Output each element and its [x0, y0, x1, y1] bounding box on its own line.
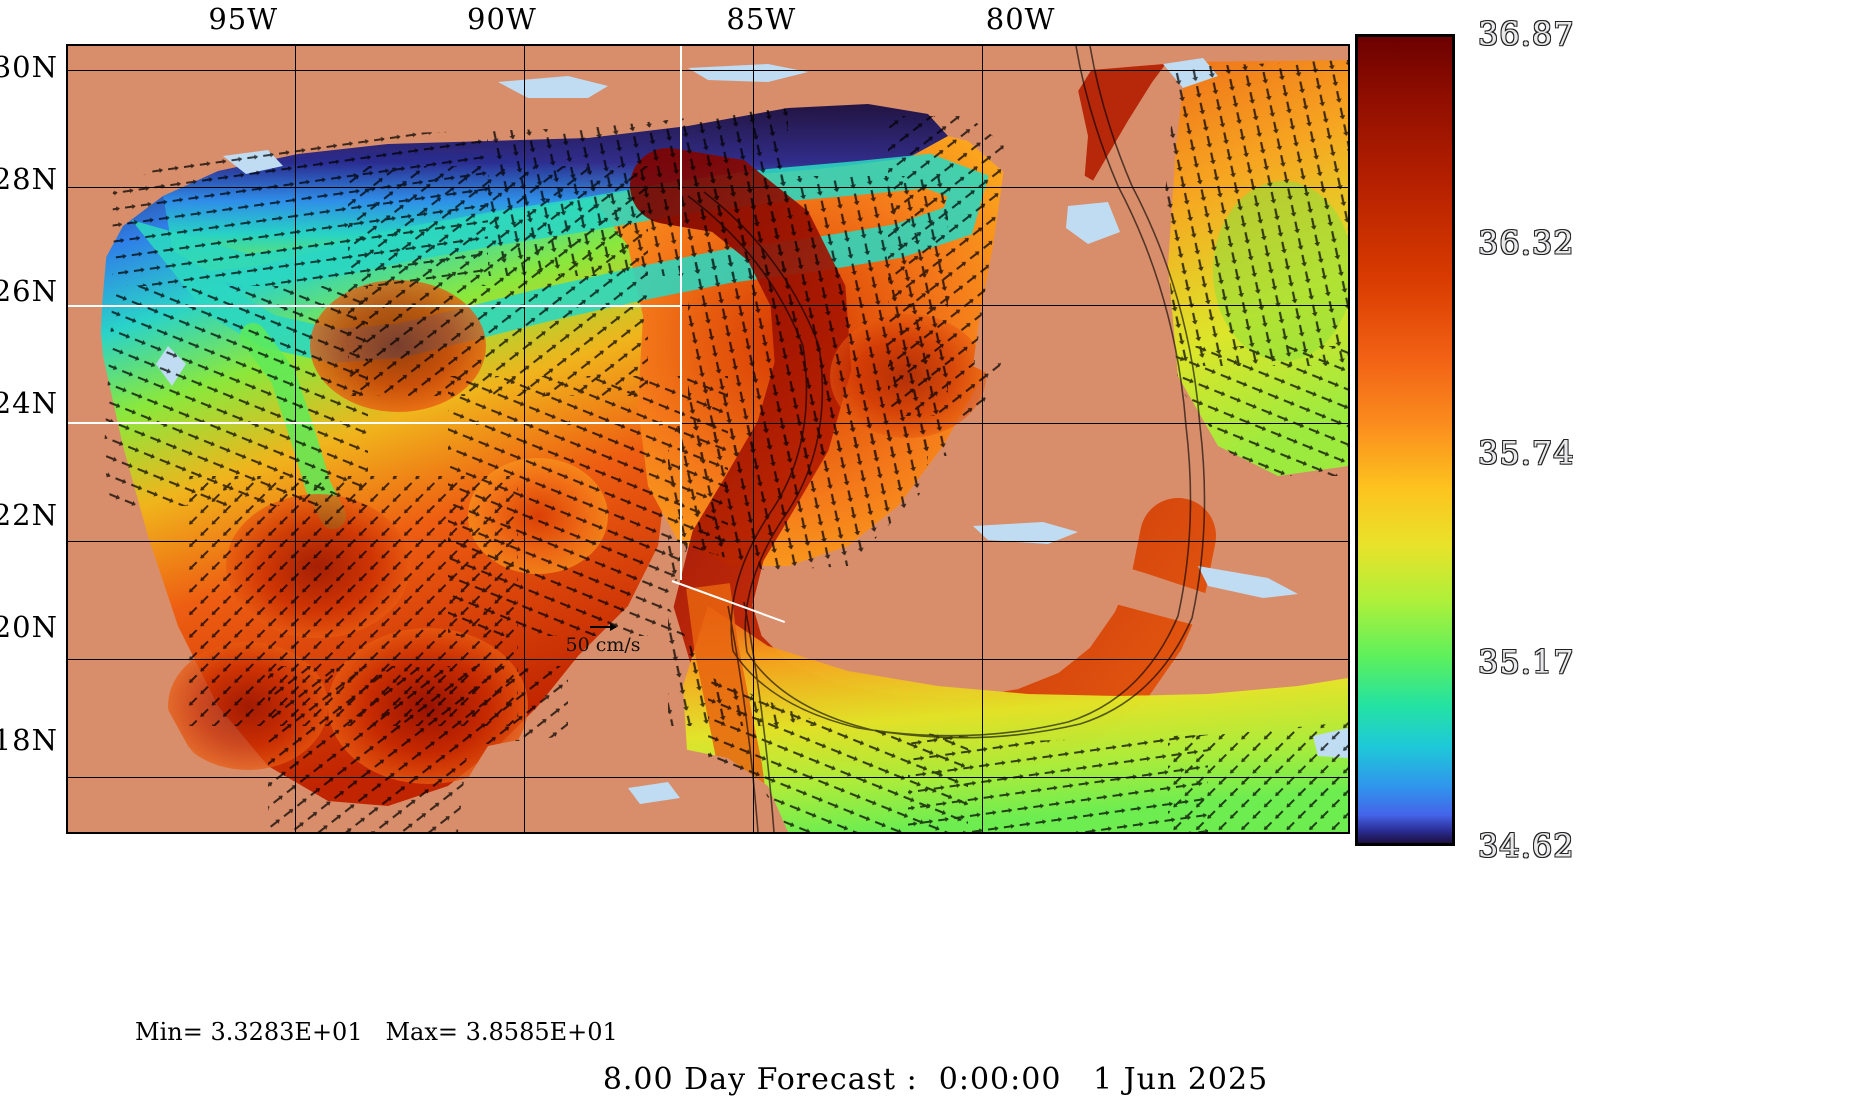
lon-tick-90w: 90W: [467, 2, 537, 36]
lon-tick-85w: 85W: [726, 2, 797, 36]
forecast-title: 8.00 Day Forecast : 0:00:00 1 Jun 2025: [602, 1062, 1269, 1097]
lat-tick-24n: 24N: [0, 386, 58, 421]
gridline-lon-95: [294, 46, 296, 832]
colorbar-tick-2: 35.74: [1478, 433, 1575, 472]
caribbean-salinity: [683, 606, 1348, 832]
gridline-lon-80: [981, 46, 983, 832]
yucatan-peninsula: [460, 736, 688, 832]
colorbar-tick-3: 35.17: [1478, 643, 1575, 681]
eddy-4: [168, 642, 328, 770]
gridline-lat-18: [68, 776, 1348, 778]
salinity-raster-field: [68, 46, 1348, 832]
velocity-scale-label: 50 cm/s: [565, 634, 641, 656]
cuba-land: [890, 538, 1293, 646]
lat-tick-22n: 22N: [0, 498, 58, 533]
lat-tick-26n: 26N: [0, 273, 58, 308]
gridline-lat-20: [68, 659, 1348, 661]
eddy-7: [1213, 181, 1348, 361]
gridline-lat-30: [68, 69, 1348, 71]
salinity-colorbar[interactable]: [1355, 34, 1455, 846]
hispaniola-land: [1300, 604, 1348, 652]
velocity-scale-legend: 50 cm/s: [543, 623, 663, 656]
white-parallel-24n: [68, 422, 683, 425]
gridline-lat-24: [68, 423, 1348, 425]
gridline-lat-28: [68, 187, 1348, 189]
eddy-2: [226, 494, 410, 638]
lat-tick-30n: 30N: [0, 49, 58, 84]
us-gulf-coast: [68, 46, 1348, 186]
lon-tick-95w: 95W: [208, 2, 279, 36]
eddy-1: [310, 280, 486, 412]
colorbar-tick-4: 34.62: [1478, 827, 1575, 865]
mexico-land: [68, 46, 268, 832]
lat-tick-20n: 20N: [0, 610, 58, 645]
lon-tick-80w: 80W: [985, 2, 1056, 36]
lat-tick-28n: 28N: [0, 161, 58, 196]
white-parallel-26n: [68, 304, 683, 307]
map-canvas: 50 cm/s: [68, 46, 1348, 832]
colorbar-tick-1: 36.32: [1478, 224, 1575, 263]
gridline-lat-22: [68, 541, 1348, 543]
gridline-lon-85: [752, 46, 754, 832]
reference-velocity-arrow: [590, 623, 617, 631]
salinity-map-plot[interactable]: 50 cm/s: [66, 44, 1350, 834]
eddy-5: [468, 458, 608, 574]
gridline-lon-90: [523, 46, 525, 832]
white-meridian-line: [679, 46, 682, 581]
gridline-lat-26: [68, 305, 1348, 307]
colorbar-tick-0: 36.87: [1478, 15, 1575, 53]
eddy-6: [830, 314, 986, 438]
lat-tick-18n: 18N: [0, 722, 58, 757]
min-max-annotation: Min= 3.3283E+01 Max= 3.8585E+01: [135, 1018, 618, 1046]
